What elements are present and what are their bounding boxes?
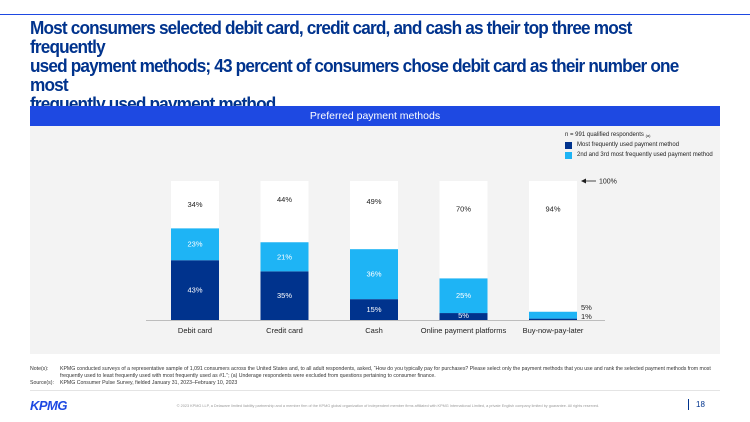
- reference-arrow-head: [581, 178, 586, 184]
- bar-value-label: 49%: [366, 197, 381, 206]
- bar-segment-1: [350, 299, 398, 320]
- category-tick-label: Cash: [365, 326, 383, 335]
- source-text: KPMG Consumer Pulse Survey, fielded Janu…: [60, 380, 238, 386]
- note-label: Note(s):: [30, 366, 49, 372]
- panel-title-bar: Preferred payment methods: [30, 106, 720, 126]
- bar-segment-2: [260, 242, 309, 272]
- bar-value-label: 5%: [458, 311, 469, 320]
- legend-sample-size: n = 991 qualified respondents (a): [565, 130, 713, 140]
- kpmg-logo: KPMG: [30, 398, 68, 413]
- bar-segment-1: [171, 260, 219, 320]
- bar-segment-3: [260, 181, 309, 243]
- source-line: Source(s): KPMG Consumer Pulse Survey, f…: [30, 380, 720, 387]
- bar-segment-1: [260, 271, 309, 320]
- note-text: KPMG conducted surveys of a representati…: [60, 366, 711, 379]
- bar-segment-3: [439, 181, 488, 279]
- bar-value-label: 21%: [277, 252, 292, 261]
- bar-value-label: 5%: [581, 303, 592, 312]
- legend-swatch-dark-blue: [565, 141, 572, 149]
- bar-value-label: 70%: [456, 205, 471, 214]
- bar-segment-2: [171, 228, 219, 261]
- bar-segment-2: [439, 278, 488, 314]
- top-accent-line: [0, 14, 750, 15]
- bar-value-label: 1%: [581, 312, 592, 321]
- bar-value-label: 44%: [277, 195, 292, 204]
- bar-value-label: 94%: [545, 205, 560, 214]
- bar-segment-3: [171, 181, 219, 229]
- bar-value-label: 23%: [187, 240, 202, 249]
- category-tick-label: Credit card: [266, 326, 303, 335]
- bar-segment-3: [350, 181, 398, 250]
- footnotes: Note(s): KPMG conducted surveys of a rep…: [30, 366, 720, 387]
- bar-segment-1: [439, 313, 488, 320]
- bar-value-label: 34%: [187, 200, 202, 209]
- bar-value-label: 36%: [366, 270, 381, 279]
- bar-segment-3: [529, 181, 577, 312]
- chart-legend: n = 991 qualified respondents (a) Most f…: [565, 130, 713, 160]
- slide-headline: Most consumers selected debit card, cred…: [30, 17, 679, 114]
- panel-title: Preferred payment methods: [309, 110, 441, 122]
- bar-value-label: 43%: [187, 286, 202, 295]
- bar-value-label: 25%: [456, 291, 471, 300]
- legend-item-second-third: 2nd and 3rd most frequently used payment…: [565, 150, 713, 160]
- bar-value-label: 35%: [277, 291, 292, 300]
- legend-swatch-light-blue: [565, 151, 572, 159]
- category-tick-label: Online payment platforms: [421, 326, 507, 335]
- legend-label-second-third: 2nd and 3rd most frequently used payment…: [577, 152, 713, 158]
- footer-divider: [30, 390, 720, 391]
- legend-label-most-frequent: Most frequently used payment method: [577, 142, 680, 148]
- bar-value-label: 15%: [366, 305, 381, 314]
- category-tick-label: Debit card: [178, 326, 212, 335]
- page-number: 18: [696, 400, 705, 409]
- source-label: Source(s):: [30, 380, 54, 386]
- legend-sample-note: (a): [645, 132, 651, 138]
- bar-segment-2: [350, 249, 398, 300]
- legend-item-most-frequent: Most frequently used payment method: [565, 140, 713, 150]
- bar-segment-2: [529, 311, 577, 319]
- copyright-text: © 2023 KPMG LLP, a Delaware limited liab…: [176, 404, 600, 408]
- legend-sample-text: n = 991 qualified respondents: [565, 132, 644, 138]
- bar-segment-1: [529, 318, 577, 320]
- page-number-divider: [688, 399, 689, 410]
- category-tick-label: Buy-now-pay-later: [523, 326, 584, 335]
- reference-label: 100%: [599, 179, 617, 186]
- note-line: Note(s): KPMG conducted surveys of a rep…: [30, 366, 720, 380]
